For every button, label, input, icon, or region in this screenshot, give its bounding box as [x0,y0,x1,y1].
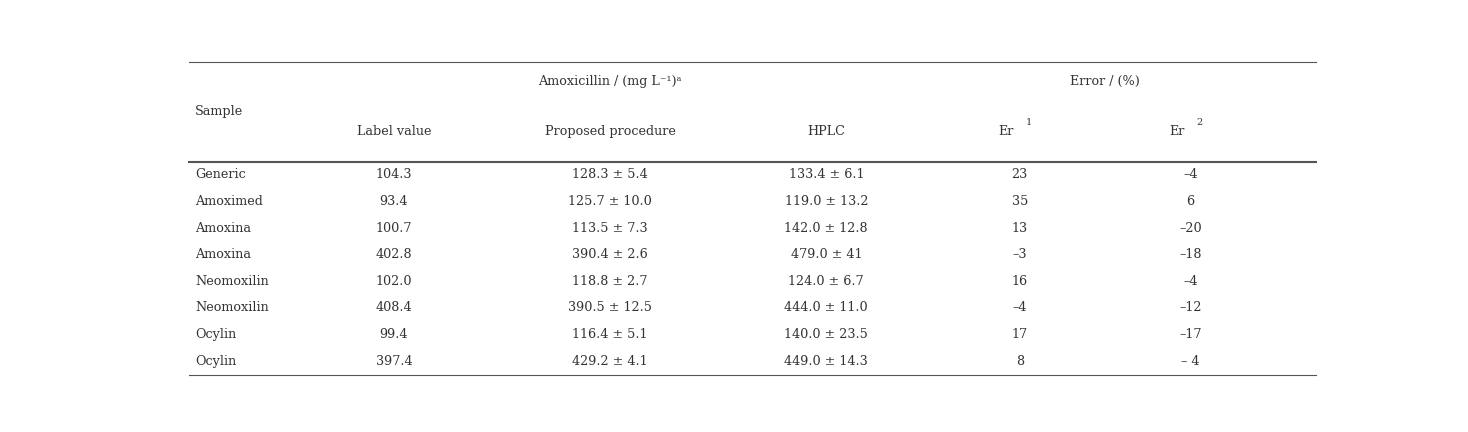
Text: HPLC: HPLC [807,125,846,138]
Text: 100.7: 100.7 [376,222,413,235]
Text: Amoxina: Amoxina [195,222,251,235]
Text: –3: –3 [1013,248,1028,261]
Text: 35: 35 [1011,195,1028,208]
Text: 16: 16 [1011,275,1028,288]
Text: –20: –20 [1179,222,1202,235]
Text: Generic: Generic [195,168,245,181]
Text: Label value: Label value [357,125,432,138]
Text: Er: Er [1170,125,1185,138]
Text: 133.4 ± 6.1: 133.4 ± 6.1 [788,168,865,181]
Text: 390.4 ± 2.6: 390.4 ± 2.6 [573,248,647,261]
Text: Neomoxilin: Neomoxilin [195,275,269,288]
Text: – 4: – 4 [1182,355,1199,368]
Text: 2: 2 [1196,118,1202,127]
Text: Proposed procedure: Proposed procedure [545,125,675,138]
Text: 128.3 ± 5.4: 128.3 ± 5.4 [573,168,647,181]
Text: Error / (%): Error / (%) [1070,75,1141,88]
Text: –4: –4 [1183,275,1198,288]
Text: 113.5 ± 7.3: 113.5 ± 7.3 [573,222,647,235]
Text: Sample: Sample [195,105,244,118]
Text: 142.0 ± 12.8: 142.0 ± 12.8 [784,222,868,235]
Text: 402.8: 402.8 [376,248,413,261]
Text: –17: –17 [1179,328,1202,341]
Text: 116.4 ± 5.1: 116.4 ± 5.1 [573,328,647,341]
Text: 104.3: 104.3 [376,168,413,181]
Text: 390.5 ± 12.5: 390.5 ± 12.5 [568,302,652,314]
Text: 102.0: 102.0 [376,275,413,288]
Text: Er: Er [998,125,1014,138]
Text: Amoxina: Amoxina [195,248,251,261]
Text: –18: –18 [1179,248,1202,261]
Text: Amoxicillin / (mg L⁻¹)ᵃ: Amoxicillin / (mg L⁻¹)ᵃ [539,75,683,88]
Text: 479.0 ± 41: 479.0 ± 41 [791,248,862,261]
Text: 23: 23 [1011,168,1028,181]
Text: 99.4: 99.4 [380,328,408,341]
Text: 119.0 ± 13.2: 119.0 ± 13.2 [784,195,868,208]
Text: 429.2 ± 4.1: 429.2 ± 4.1 [573,355,647,368]
Text: 17: 17 [1011,328,1028,341]
Text: 444.0 ± 11.0: 444.0 ± 11.0 [784,302,868,314]
Text: 1: 1 [1026,118,1032,127]
Text: 449.0 ± 14.3: 449.0 ± 14.3 [784,355,868,368]
Text: 125.7 ± 10.0: 125.7 ± 10.0 [568,195,652,208]
Text: 13: 13 [1011,222,1028,235]
Text: –12: –12 [1179,302,1202,314]
Text: Ocylin: Ocylin [195,328,236,341]
Text: 118.8 ± 2.7: 118.8 ± 2.7 [573,275,647,288]
Text: –4: –4 [1183,168,1198,181]
Text: 140.0 ± 23.5: 140.0 ± 23.5 [784,328,868,341]
Text: Amoximed: Amoximed [195,195,263,208]
Text: 93.4: 93.4 [380,195,408,208]
Text: 124.0 ± 6.7: 124.0 ± 6.7 [788,275,865,288]
Text: 8: 8 [1016,355,1023,368]
Text: 6: 6 [1186,195,1195,208]
Text: Ocylin: Ocylin [195,355,236,368]
Text: 397.4: 397.4 [376,355,413,368]
Text: Neomoxilin: Neomoxilin [195,302,269,314]
Text: 408.4: 408.4 [376,302,413,314]
Text: –4: –4 [1013,302,1028,314]
